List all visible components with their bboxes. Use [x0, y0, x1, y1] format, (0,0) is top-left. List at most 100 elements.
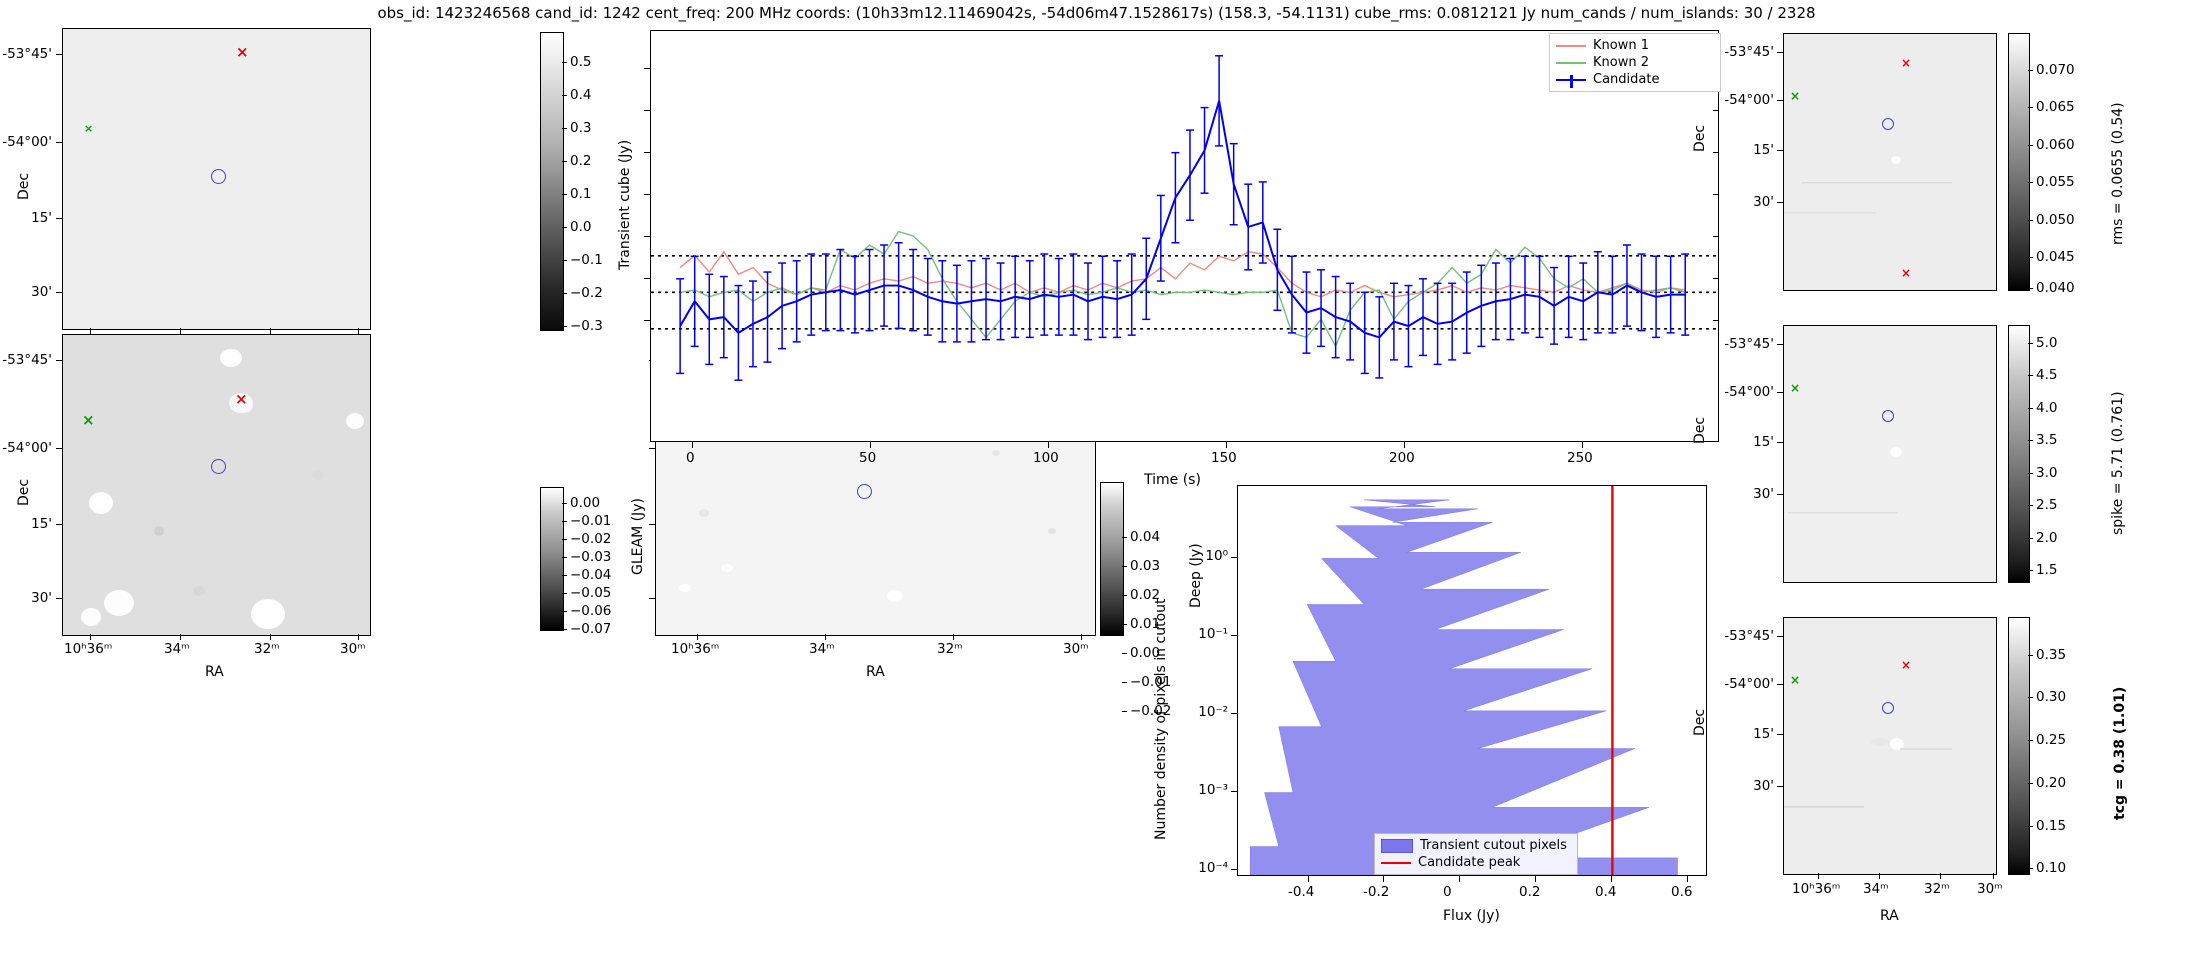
- colorbar-tick-label: −0.3: [570, 318, 603, 334]
- deep-colorbar[interactable]: [1100, 482, 1124, 636]
- ra-tick: [180, 328, 181, 334]
- hist-y-tick-label: 10⁻¹: [1198, 626, 1228, 642]
- time-tick-label: 50: [859, 450, 877, 466]
- ra-tick-label: 30ᵐ: [1063, 641, 1089, 657]
- ra-tick-label: 34ᵐ: [1863, 881, 1889, 897]
- flux-tick-label: 0.2: [1519, 884, 1541, 900]
- colorbar-tick-label: 0.04: [1130, 529, 1161, 545]
- legend-item-candidate-peak: Candidate peak: [1381, 854, 1571, 871]
- colorbar-tick-label: −0.07: [570, 621, 612, 637]
- hist-y-tick-label: 10⁰: [1205, 548, 1228, 564]
- ra-axis-label: RA: [866, 664, 885, 680]
- legend-label-candidate: Candidate: [1593, 72, 1660, 87]
- transient-cube-image[interactable]: [62, 28, 371, 330]
- colorbar-tick-label: −0.01: [570, 513, 612, 529]
- known-source-1-marker: ×: [1901, 56, 1912, 70]
- dec-axis-label: Dec: [16, 172, 32, 200]
- colorbar-tick-label: 0.01: [1130, 616, 1161, 632]
- dec-tick-label: 30': [1753, 486, 1774, 502]
- tcg-image[interactable]: [1783, 617, 1997, 875]
- spike-image[interactable]: [1783, 325, 1997, 583]
- ra-tick-label: 34ᵐ: [809, 641, 835, 657]
- dec-tick-label: -54°00': [1724, 92, 1774, 108]
- colorbar-tick-label: 0.4: [570, 87, 592, 103]
- flux-tick-label: -0.2: [1363, 884, 1390, 900]
- candidate-marker: [211, 459, 226, 474]
- known-source-1-marker: ×: [235, 390, 248, 408]
- ra-tick: [358, 328, 359, 334]
- colorbar-tick-label: −0.04: [570, 567, 612, 583]
- colorbar-tick-label: 0.040: [2036, 280, 2075, 296]
- rms-image[interactable]: [1783, 33, 1997, 291]
- gleam-image[interactable]: [62, 334, 371, 636]
- legend-swatch-cutout-pixels: [1381, 838, 1413, 853]
- transient-cube-colorbar[interactable]: [540, 32, 564, 331]
- tcg-colorbar[interactable]: [2008, 617, 2030, 875]
- dec-tick-label: 30': [1753, 778, 1774, 794]
- dec-tick-label: -53°45': [2, 352, 52, 368]
- histogram-legend: Transient cutout pixels Candidate peak: [1374, 833, 1578, 875]
- colorbar-tick-label: 0.35: [2036, 647, 2067, 663]
- candidate-marker: [1882, 118, 1894, 130]
- ra-axis-label: RA: [1880, 908, 1899, 924]
- colorbar-tick-label: −0.06: [570, 603, 612, 619]
- flux-tick-label: 0: [1443, 884, 1452, 900]
- colorbar-tick-label: 0.20: [2036, 775, 2067, 791]
- spike-colorbar[interactable]: [2008, 325, 2030, 583]
- colorbar-tick-label: 4.0: [2036, 400, 2058, 416]
- dec-tick: [56, 218, 62, 219]
- colorbar-tick-label: 0.0: [570, 219, 592, 235]
- colorbar-tick-label: −0.02: [1130, 703, 1172, 719]
- dec-tick: [56, 142, 62, 143]
- colorbar-tick-label: −0.05: [570, 585, 612, 601]
- colorbar-tick-label: 0.03: [1130, 558, 1161, 574]
- time-tick-label: 200: [1389, 450, 1415, 466]
- colorbar-tick-label: −0.01: [1130, 674, 1172, 690]
- flux-tick-label: 0.6: [1671, 884, 1693, 900]
- colorbar-tick-label: 0.00: [570, 495, 601, 511]
- colorbar-tick-label: 0.25: [2036, 732, 2067, 748]
- legend-item-known-2: Known 2: [1556, 54, 1714, 71]
- candidate-marker: [857, 484, 872, 499]
- dec-tick-label: -53°45': [1724, 44, 1774, 60]
- dec-tick-label: -53°45': [1724, 628, 1774, 644]
- gleam-colorbar[interactable]: [540, 487, 564, 631]
- gleam-colorbar-label: GLEAM (Jy): [630, 498, 646, 575]
- dec-tick-label: -53°45': [2, 46, 52, 62]
- colorbar-tick-label: 0.2: [570, 153, 592, 169]
- known-source-2-marker: ×: [1790, 89, 1801, 103]
- time-tick-label: 100: [1033, 450, 1059, 466]
- ra-tick-label: 30ᵐ: [340, 641, 366, 657]
- flux-histogram-plot[interactable]: [1237, 485, 1707, 876]
- page-title: obs_id: 1423246568 cand_id: 1242 cent_fr…: [377, 4, 1816, 22]
- legend-item-candidate: Candidate: [1556, 71, 1714, 88]
- legend-swatch-known-1: [1556, 44, 1586, 47]
- colorbar-tick-label: 0.02: [1130, 587, 1161, 603]
- dec-tick-label: -53°45': [1724, 336, 1774, 352]
- lightcurve-legend: Known 1 Known 2 Candidate: [1549, 33, 1721, 92]
- known-source-2-marker: ×: [84, 122, 94, 135]
- hist-y-tick-label: 10⁻⁴: [1198, 860, 1228, 876]
- dec-tick-label: 30': [1753, 194, 1774, 210]
- ra-tick: [270, 328, 271, 334]
- lightcurve-plot[interactable]: [650, 30, 1719, 442]
- colorbar-tick-label: 2.5: [2036, 497, 2058, 513]
- known-source-1-marker: ×: [1901, 266, 1912, 280]
- hist-y-tick-label: 10⁻³: [1198, 782, 1228, 798]
- colorbar-tick-label: 0.1: [570, 186, 592, 202]
- legend-label-candidate-peak: Candidate peak: [1418, 855, 1521, 870]
- dec-axis-label: Dec: [1692, 124, 1708, 152]
- colorbar-tick-label: 0.00: [1130, 645, 1161, 661]
- candidate-marker: [211, 169, 226, 184]
- rms-colorbar[interactable]: [2008, 33, 2030, 291]
- colorbar-tick-label: 0.055: [2036, 174, 2075, 190]
- dec-tick-label: 30': [31, 284, 52, 300]
- flux-tick-label: -0.4: [1288, 884, 1315, 900]
- dec-tick-label: -54°00': [2, 440, 52, 456]
- colorbar-tick-label: 0.30: [2036, 689, 2067, 705]
- hist-y-axis-label: Number density of pixels in cutout: [1153, 598, 1169, 841]
- known-source-2-marker: ×: [82, 411, 95, 429]
- colorbar-tick-label: 0.050: [2036, 212, 2075, 228]
- dec-tick-label: -54°00': [1724, 676, 1774, 692]
- colorbar-tick-label: −0.03: [570, 549, 612, 565]
